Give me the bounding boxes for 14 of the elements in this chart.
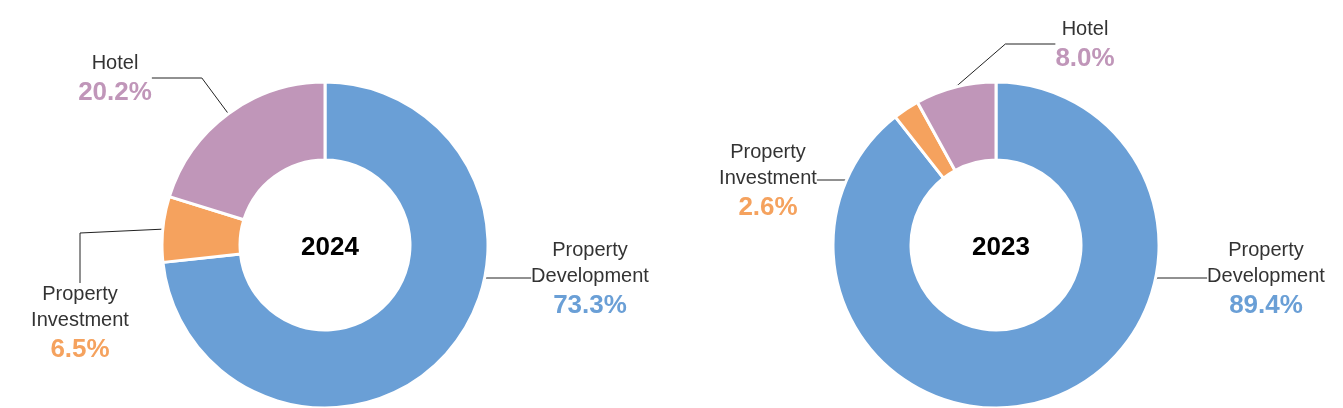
data-label: 89.4% (1229, 289, 1303, 319)
data-label: 73.3% (553, 289, 627, 319)
data-label: 2.6% (738, 191, 798, 221)
text: 2024 (301, 231, 360, 261)
slice-label: Property Development (1207, 238, 1326, 286)
text: 2023 (972, 231, 1030, 261)
slice-label: Property Investment (719, 140, 818, 188)
slice-label: Hotel (1061, 17, 1109, 39)
data-label: 6.5% (50, 333, 110, 363)
slice-label: Property Investment (31, 282, 130, 330)
slice-label: Hotel (91, 51, 139, 73)
data-label: 20.2% (78, 76, 152, 106)
data-label: 8.0% (1055, 42, 1115, 72)
slice-label: Property Development (531, 238, 650, 286)
